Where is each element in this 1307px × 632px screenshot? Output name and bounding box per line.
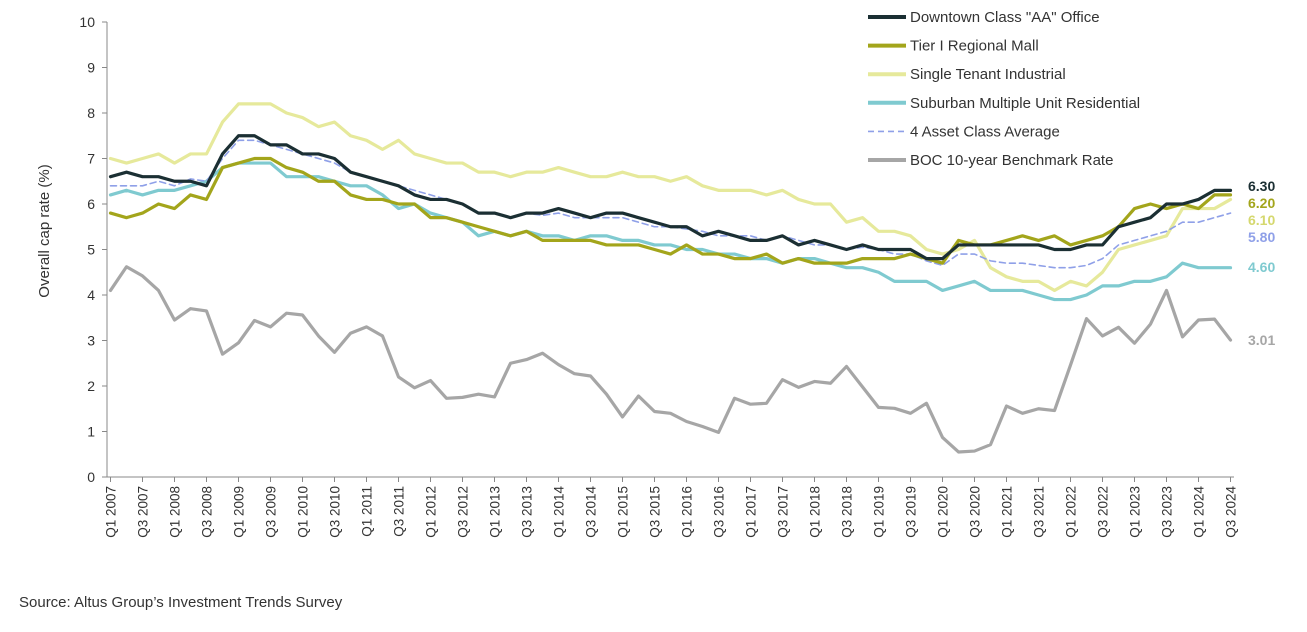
x-tick-label: Q1 2024 bbox=[1192, 486, 1207, 538]
x-tick-label: Q1 2010 bbox=[296, 486, 311, 538]
series-line-0 bbox=[108, 134, 1233, 261]
x-tick-label: Q3 2015 bbox=[648, 486, 663, 538]
end-value-label-5: 3.01 bbox=[1248, 332, 1275, 348]
x-tick-label: Q1 2015 bbox=[616, 486, 631, 538]
x-tick-label: Q1 2023 bbox=[1128, 486, 1143, 538]
end-value-label-2: 6.10 bbox=[1248, 212, 1275, 228]
x-tick-label: Q3 2007 bbox=[136, 486, 151, 538]
x-tick-label: Q3 2010 bbox=[328, 486, 343, 538]
source-note: Source: Altus Group’s Investment Trends … bbox=[19, 594, 343, 611]
x-tick-label: Q3 2014 bbox=[584, 486, 599, 538]
legend-label-0: Downtown Class "AA" Office bbox=[910, 9, 1100, 26]
x-tick-label: Q1 2016 bbox=[680, 486, 695, 538]
end-value-label-4: 5.80 bbox=[1248, 229, 1275, 245]
end-labels: 6.306.206.105.80 4.60 3.01 bbox=[1248, 178, 1275, 348]
x-tick-label: Q3 2017 bbox=[776, 486, 791, 538]
y-tick-label: 4 bbox=[87, 287, 95, 303]
y-axis: 0 1 2 3 4 5 6 7 8 9 10 bbox=[79, 14, 108, 485]
y-tick-label: 2 bbox=[87, 378, 95, 394]
y-tick-label: 10 bbox=[79, 14, 95, 30]
x-tick-label: Q3 2008 bbox=[200, 486, 215, 538]
end-value-label-1: 6.20 bbox=[1248, 195, 1275, 211]
x-tick-label: Q1 2013 bbox=[488, 486, 503, 538]
y-tick-label: 5 bbox=[87, 242, 95, 258]
x-tick-label: Q1 2007 bbox=[104, 486, 119, 538]
x-tick-label: Q3 2011 bbox=[392, 486, 407, 537]
y-tick-label: 8 bbox=[87, 105, 95, 121]
series-line-3 bbox=[108, 161, 1233, 302]
x-tick-label: Q1 2021 bbox=[1000, 486, 1015, 538]
legend-label-5: BOC 10-year Benchmark Rate bbox=[910, 152, 1113, 169]
x-tick-label: Q3 2012 bbox=[456, 486, 471, 538]
legend-label-1: Tier I Regional Mall bbox=[910, 38, 1039, 55]
legend: Downtown Class "AA" Office Tier I Regiona… bbox=[868, 9, 1140, 169]
x-tick-label: Q3 2018 bbox=[840, 486, 855, 538]
x-tick-label: Q1 2017 bbox=[744, 486, 759, 538]
x-tick-label: Q1 2012 bbox=[424, 486, 439, 538]
x-tick-label: Q3 2024 bbox=[1224, 486, 1239, 538]
x-tick-label: Q3 2022 bbox=[1096, 486, 1111, 538]
x-tick-label: Q1 2011 bbox=[360, 486, 375, 537]
legend-label-2: Single Tenant Industrial bbox=[910, 66, 1066, 83]
series-line-1 bbox=[108, 156, 1233, 265]
y-tick-label: 6 bbox=[87, 196, 95, 212]
y-axis-label: Overall cap rate (%) bbox=[36, 164, 53, 297]
x-tick-label: Q1 2022 bbox=[1064, 486, 1079, 538]
x-tick-label: Q3 2016 bbox=[712, 486, 727, 538]
x-tick-label: Q3 2020 bbox=[968, 486, 983, 538]
y-tick-label: 0 bbox=[87, 469, 95, 485]
x-tick-label: Q3 2021 bbox=[1032, 486, 1047, 538]
end-value-label-0: 6.30 bbox=[1248, 178, 1275, 194]
y-tick-label: 1 bbox=[87, 424, 95, 440]
x-tick-label: Q3 2009 bbox=[264, 486, 279, 538]
legend-label-3: Suburban Multiple Unit Residential bbox=[910, 95, 1140, 112]
x-axis: Q1 2007 Q3 2007 Q1 2008 Q3 2008 Q1 2009 Q3 20… bbox=[104, 476, 1239, 538]
x-tick-label: Q3 2013 bbox=[520, 486, 535, 538]
x-tick-label: Q1 2019 bbox=[872, 486, 887, 538]
y-tick-label: 3 bbox=[87, 333, 95, 349]
x-tick-label: Q1 2009 bbox=[232, 486, 247, 538]
series-line-2 bbox=[108, 102, 1233, 293]
y-tick-label: 7 bbox=[87, 151, 95, 167]
x-tick-label: Q3 2023 bbox=[1160, 486, 1175, 538]
x-tick-label: Q1 2014 bbox=[552, 486, 567, 538]
x-tick-label: Q1 2008 bbox=[168, 486, 183, 538]
series-line-5 bbox=[108, 265, 1233, 454]
x-tick-label: Q3 2019 bbox=[904, 486, 919, 538]
end-value-label-3: 4.60 bbox=[1248, 259, 1275, 275]
x-tick-label: Q1 2018 bbox=[808, 486, 823, 538]
y-tick-label: 9 bbox=[87, 60, 95, 76]
x-tick-label: Q1 2020 bbox=[936, 486, 951, 538]
legend-label-4: 4 Asset Class Average bbox=[910, 123, 1060, 140]
series-layer bbox=[108, 102, 1233, 454]
